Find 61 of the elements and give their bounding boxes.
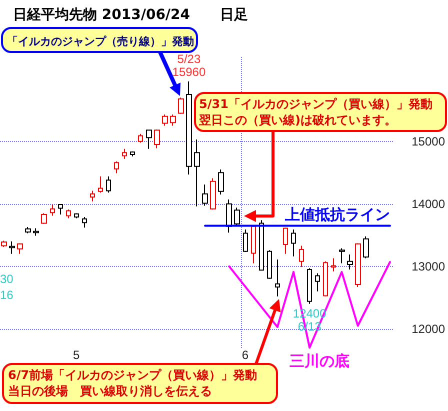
candlestick <box>251 226 256 264</box>
text: 「イルカのジャンプ（売り線）」発動 <box>7 35 194 48</box>
candlestick <box>25 226 31 234</box>
candlestick <box>355 242 361 288</box>
chart-title: 日経平均先物 2013/06/24 <box>13 7 190 23</box>
candlestick <box>194 139 200 207</box>
candlestick <box>122 148 127 160</box>
candlestick <box>234 207 240 226</box>
series-label: 上値抵抗ライン <box>284 205 390 224</box>
candlestick <box>41 212 47 224</box>
candlestick <box>74 212 79 219</box>
candlestick <box>98 176 103 194</box>
candlestick <box>186 80 192 175</box>
candlestick <box>130 150 135 157</box>
candlestick <box>331 258 336 272</box>
candlestick <box>267 250 272 280</box>
candlestick <box>315 272 320 292</box>
y-tick-label: 13000 <box>412 259 446 274</box>
x-tick-label: 6 <box>242 348 249 362</box>
y-tick-label: 12000 <box>412 322 446 336</box>
candlestick <box>106 176 111 194</box>
annotation: 5/23 15960 <box>172 52 206 79</box>
text: 6/7前場「イルカのジャンプ（買い線）」発動当日の後場 買い線取り消しを伝える <box>8 368 258 398</box>
candlestick <box>226 199 232 234</box>
candlestick <box>138 133 143 144</box>
candlestick <box>90 190 95 202</box>
candlestick <box>291 229 296 257</box>
annotation: 30 16 <box>0 272 14 302</box>
candlestick <box>307 268 312 304</box>
candlestick <box>58 204 63 215</box>
x-tick-label: 5 <box>73 348 80 362</box>
candlestick <box>363 236 369 259</box>
candlestick <box>323 260 328 297</box>
y-tick-label: 15000 <box>412 134 446 148</box>
chart-subtitle: 日足 <box>220 7 248 23</box>
candlestick <box>210 178 216 210</box>
candlestick <box>17 242 23 254</box>
candlestick <box>202 184 208 206</box>
candlestick <box>66 209 71 219</box>
candlestick <box>275 259 280 297</box>
candlestick <box>82 216 87 228</box>
y-tick-label: 14000 <box>412 196 446 211</box>
candlestick <box>9 240 15 254</box>
candlestick <box>283 227 288 254</box>
candlestick <box>146 130 152 150</box>
series-label: 三川の底 <box>290 352 350 370</box>
candlestick <box>154 129 160 149</box>
candlestick <box>178 97 184 114</box>
candlestick <box>259 220 264 271</box>
candlestick <box>33 228 39 236</box>
candlestick <box>170 114 176 126</box>
candlestick <box>50 204 55 216</box>
candlestick <box>218 169 224 195</box>
annotation: 5/31「イルカのジャンプ（買い線）」発動翌日この（買い線)は破れています。 <box>198 97 432 127</box>
candlestick <box>347 254 353 270</box>
candlestick <box>162 114 168 126</box>
candlestick <box>339 248 345 264</box>
candlestick <box>299 245 304 268</box>
candlestick <box>243 229 248 252</box>
candlestick <box>114 160 119 174</box>
line-series <box>228 261 391 349</box>
